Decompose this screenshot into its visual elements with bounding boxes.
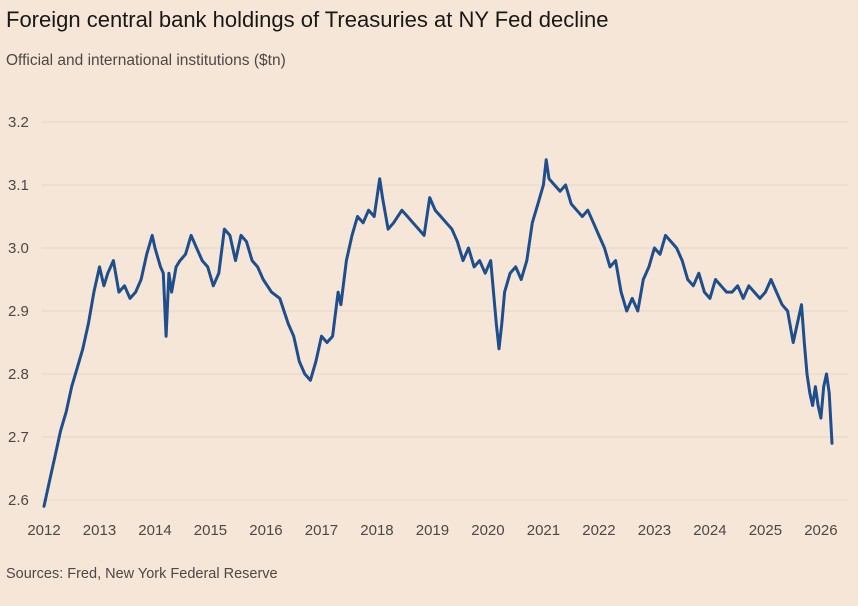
x-tick-label: 2014: [138, 522, 171, 539]
y-tick-label: 3.2: [8, 114, 29, 131]
x-tick-label: 2017: [305, 522, 338, 539]
x-tick-label: 2015: [194, 522, 227, 539]
x-tick-label: 2012: [27, 522, 60, 539]
x-tick-label: 2018: [360, 522, 393, 539]
y-tick-label: 2.8: [8, 366, 29, 383]
y-tick-label: 2.6: [8, 492, 29, 509]
x-tick-label: 2016: [249, 522, 282, 539]
x-tick-label: 2024: [693, 522, 726, 539]
x-tick-label: 2020: [471, 522, 504, 539]
series-group: [42, 158, 834, 508]
x-tick-label: 2013: [83, 522, 116, 539]
x-axis-ticks: 2012 2013 2014 2015 2016 2017 2018 2019 2020 2021…: [27, 522, 837, 539]
y-axis-ticks: 2.6 2.7 2.8 2.9 3.0 3.1 3.2: [8, 114, 29, 509]
chart-source: Sources: Fred, New York Federal Reserve: [6, 566, 278, 582]
chart-title: Foreign central bank holdings of Treasur…: [6, 7, 609, 32]
x-tick-label: 2022: [582, 522, 615, 539]
x-tick-label: 2019: [416, 522, 449, 539]
x-tick-label: 2023: [638, 522, 671, 539]
y-tick-label: 2.9: [8, 303, 29, 320]
series-line: [42, 158, 834, 508]
y-tick-label: 3.1: [8, 177, 29, 194]
x-tick-label: 2025: [749, 522, 782, 539]
y-tick-label: 2.7: [8, 429, 29, 446]
y-tick-label: 3.0: [8, 240, 29, 257]
chart-subtitle: Official and international institutions …: [6, 52, 286, 69]
gridlines: [42, 121, 848, 501]
x-tick-label: 2026: [804, 522, 837, 539]
x-tick-label: 2021: [527, 522, 560, 539]
